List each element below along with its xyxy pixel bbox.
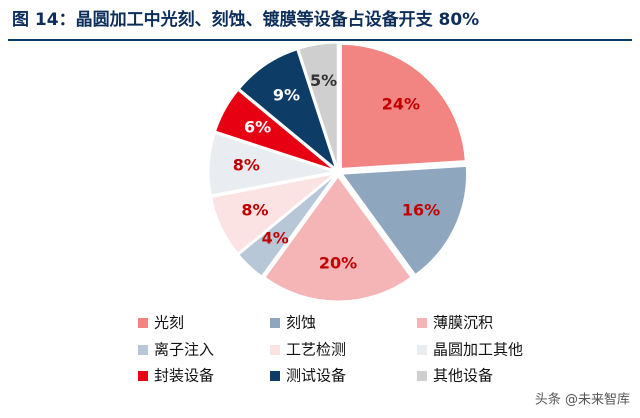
legend-label: 其他设备: [433, 367, 493, 385]
pie-slice: [208, 132, 334, 196]
data-label: 6%: [244, 117, 271, 136]
legend-label: 测试设备: [286, 367, 346, 385]
watermark: 头条 @未来智库: [535, 392, 630, 408]
legend-label: 光刻: [154, 314, 184, 332]
legend-label: 离子注入: [154, 341, 214, 359]
legend-swatch: [138, 318, 148, 328]
legend-swatch: [138, 345, 148, 355]
pie-slice: [341, 165, 468, 276]
chart-title: 图 14：晶圆加工中光刻、刻蚀、镀膜等设备占设备开支 80%: [12, 9, 479, 30]
data-label: 9%: [273, 86, 300, 105]
data-label: 4%: [262, 228, 289, 247]
legend-label: 封装设备: [154, 367, 214, 385]
pie-slice: [264, 176, 412, 302]
legend-label: 薄膜沉积: [433, 314, 493, 332]
data-label: 20%: [319, 253, 357, 272]
legend-swatch: [270, 318, 280, 328]
legend-swatch: [417, 345, 427, 355]
pie-slice: [238, 49, 337, 170]
data-label: 24%: [382, 95, 420, 114]
legend-swatch: [417, 371, 427, 381]
data-label: 16%: [402, 201, 440, 220]
data-label: 8%: [241, 201, 268, 220]
pie-slice: [215, 89, 334, 171]
data-label: 5%: [310, 71, 337, 90]
legend-label: 工艺检测: [286, 341, 346, 359]
legend-label: 刻蚀: [286, 314, 316, 332]
legend-swatch: [138, 371, 148, 381]
data-label: 8%: [233, 156, 260, 175]
pie-slice: [238, 175, 335, 277]
pie-slice: [211, 173, 334, 254]
pie-slice: [340, 43, 466, 169]
legend-label: 晶圆加工其他: [433, 341, 523, 359]
legend-swatch: [270, 345, 280, 355]
legend-swatch: [270, 371, 280, 381]
legend-swatch: [417, 318, 427, 328]
pie-slice: [298, 42, 338, 168]
